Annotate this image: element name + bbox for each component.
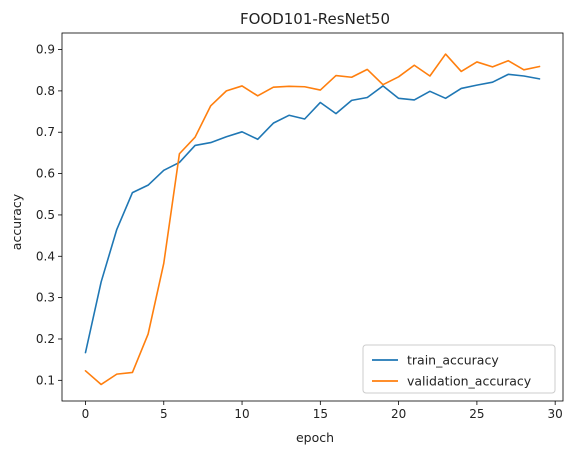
y-tick-label: 0.9 <box>36 43 55 57</box>
y-tick-label: 0.3 <box>36 291 55 305</box>
x-tick-label: 15 <box>313 407 328 421</box>
x-tick-label: 5 <box>160 407 168 421</box>
plot-frame <box>61 32 564 402</box>
y-tick-label: 0.8 <box>36 84 55 98</box>
series-line-train_accuracy <box>84 73 541 354</box>
x-tick-label: 20 <box>391 407 406 421</box>
y-tick-label: 0.4 <box>36 249 55 263</box>
y-tick-label: 0.6 <box>36 167 55 181</box>
x-tick-label: 10 <box>234 407 249 421</box>
x-tick-label: 25 <box>469 407 484 421</box>
y-tick-label: 0.5 <box>36 208 55 222</box>
legend-box <box>362 344 556 394</box>
y-tick-label: 0.7 <box>36 125 55 139</box>
x-tick-label: 30 <box>548 407 563 421</box>
legend: train_accuracy validation_accuracy <box>362 344 556 394</box>
x-tick-label: 0 <box>82 407 90 421</box>
chart-title: FOOD101-ResNet50 <box>240 10 390 28</box>
legend-label-validation_accuracy: validation_accuracy <box>407 374 532 389</box>
legend-label-train_accuracy: train_accuracy <box>407 353 499 368</box>
y-axis-label: accuracy <box>9 193 24 250</box>
y-tick-label: 0.2 <box>36 332 55 346</box>
x-axis-label: epoch <box>296 430 334 445</box>
series-line-validation_accuracy <box>84 53 541 386</box>
y-tick-label: 0.1 <box>36 373 55 387</box>
plot-area: 0 5 10 15 20 25 30 0.1 0.2 0.3 0.4 0.5 0.6 0.7 0.8 0.9 <box>36 32 564 421</box>
